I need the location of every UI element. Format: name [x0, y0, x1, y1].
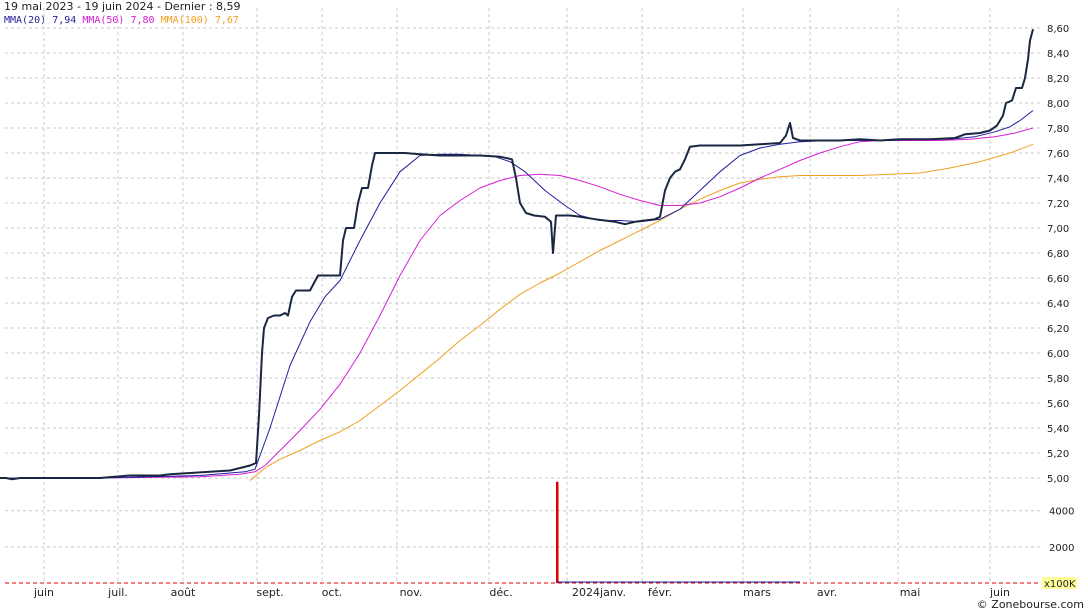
legend-mma50-value: 7,80	[130, 15, 155, 26]
x-tick-label: déc.	[489, 586, 512, 599]
x-tick-label: avr.	[817, 586, 837, 599]
y-tick-label: 8,40	[1047, 49, 1069, 60]
volume-tick-label: 2000	[1049, 543, 1074, 554]
y-tick-label: 5,40	[1047, 424, 1069, 435]
y-tick-label: 7,20	[1047, 199, 1069, 210]
x-tick-label: mai	[900, 586, 921, 599]
legend-mma100-value: 7,67	[214, 15, 239, 26]
y-tick-label: 8,20	[1047, 74, 1069, 85]
volume-grid	[5, 510, 1040, 584]
y-tick-label: 7,00	[1047, 224, 1069, 235]
chart-title: 19 mai 2023 - 19 juin 2024 - Dernier : 8…	[4, 0, 241, 13]
volume-bars	[556, 481, 800, 583]
mma100-line	[249, 143, 1034, 481]
volume-bar	[556, 481, 559, 583]
volume-axis-ticks: 2000 4000	[1049, 507, 1074, 554]
price-line	[0, 29, 1034, 481]
x-tick-label: août	[171, 586, 196, 599]
y-tick-label: 7,60	[1047, 149, 1069, 160]
mma20-line	[0, 110, 1034, 479]
y-axis-ticks: 5,00 5,20 5,40 5,60 5,80 6,00 6,20 6,40 6,60 6,80…	[1047, 24, 1069, 485]
y-tick-label: 7,40	[1047, 174, 1069, 185]
legend-mma20-label: MMA(20)	[4, 15, 47, 26]
x-tick-label: juil.	[107, 586, 128, 599]
x-tick-label: juin	[989, 586, 1010, 599]
y-tick-label: 6,40	[1047, 299, 1069, 310]
y-tick-label: 6,20	[1047, 324, 1069, 335]
x-tick-label: 2024janv.	[572, 586, 626, 599]
volume-unit-box	[1042, 577, 1077, 589]
x-axis-ticks: juin juil. août sept. oct. nov. déc. 2024janv. f…	[33, 586, 1010, 599]
x-tick-label: juin	[33, 586, 54, 599]
y-tick-label: 5,20	[1047, 449, 1069, 460]
y-tick-label: 6,80	[1047, 249, 1069, 260]
y-tick-label: 8,60	[1047, 24, 1069, 35]
legend: MMA(20) 7,94 MMA(50) 7,80 MMA(100) 7,67	[4, 15, 239, 26]
mma50-line	[0, 127, 1034, 479]
y-tick-label: 5,00	[1047, 474, 1069, 485]
x-tick-label: sept.	[256, 586, 283, 599]
watermark: © Zonebourse.com	[977, 598, 1084, 611]
y-tick-label: 8,00	[1047, 99, 1069, 110]
legend-mma100-label: MMA(100)	[160, 15, 209, 26]
grid	[5, 8, 1040, 583]
y-tick-label: 6,00	[1047, 349, 1069, 360]
legend-mma20-value: 7,94	[52, 15, 77, 26]
y-tick-label: 7,80	[1047, 124, 1069, 135]
x-tick-label: oct.	[322, 586, 343, 599]
x-tick-label: nov.	[400, 586, 423, 599]
x-tick-label: mars	[743, 586, 771, 599]
y-tick-label: 5,80	[1047, 374, 1069, 385]
volume-tick-label: 4000	[1049, 507, 1074, 518]
y-tick-label: 6,60	[1047, 274, 1069, 285]
y-tick-label: 5,60	[1047, 399, 1069, 410]
volume-unit-label: x100K	[1044, 579, 1076, 590]
x-tick-label: févr.	[648, 586, 672, 599]
series-lines	[0, 29, 1034, 481]
legend-mma50-label: MMA(50)	[82, 15, 125, 26]
